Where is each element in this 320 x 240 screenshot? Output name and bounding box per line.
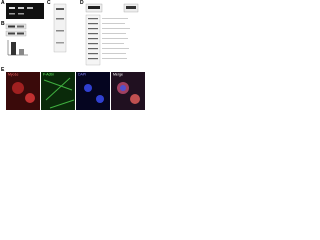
panel-letter: B <box>1 21 5 27</box>
blot <box>85 14 101 66</box>
nucleus <box>84 84 92 92</box>
bar-shape <box>19 49 24 55</box>
band <box>17 25 24 28</box>
nucleus <box>120 85 126 91</box>
band <box>56 30 64 32</box>
panel-letter: A <box>1 0 5 6</box>
blot <box>5 23 27 30</box>
band <box>18 13 24 15</box>
page: A B C D E <box>0 0 150 112</box>
fibers <box>43 77 75 109</box>
band <box>9 7 15 9</box>
image-label: DAPI <box>78 72 86 76</box>
band <box>8 32 15 35</box>
image-label: F-Actin <box>43 72 54 76</box>
cell <box>130 94 140 104</box>
band-group <box>88 18 98 60</box>
band <box>8 25 15 28</box>
panel-letter: E <box>1 67 5 73</box>
band <box>9 13 15 15</box>
band <box>56 8 64 10</box>
image-label: Merge <box>113 72 123 76</box>
nucleus <box>96 95 104 103</box>
band <box>17 32 24 35</box>
panel-letter: C <box>47 0 51 6</box>
band <box>56 42 64 44</box>
band <box>126 6 136 9</box>
image-green <box>41 72 75 110</box>
band <box>88 6 100 9</box>
cell <box>12 82 24 94</box>
gel <box>6 3 44 19</box>
image-label: Myo1e <box>8 72 19 76</box>
band <box>27 7 33 9</box>
blot <box>5 30 27 37</box>
bar-shape <box>11 42 16 55</box>
label-lines <box>102 18 130 59</box>
band <box>18 7 24 9</box>
cell <box>25 93 35 103</box>
band <box>56 18 64 20</box>
blot <box>53 3 67 53</box>
figure: A B C D E <box>1 0 145 110</box>
panel-letter: D <box>80 0 84 6</box>
image-blue <box>76 72 110 110</box>
